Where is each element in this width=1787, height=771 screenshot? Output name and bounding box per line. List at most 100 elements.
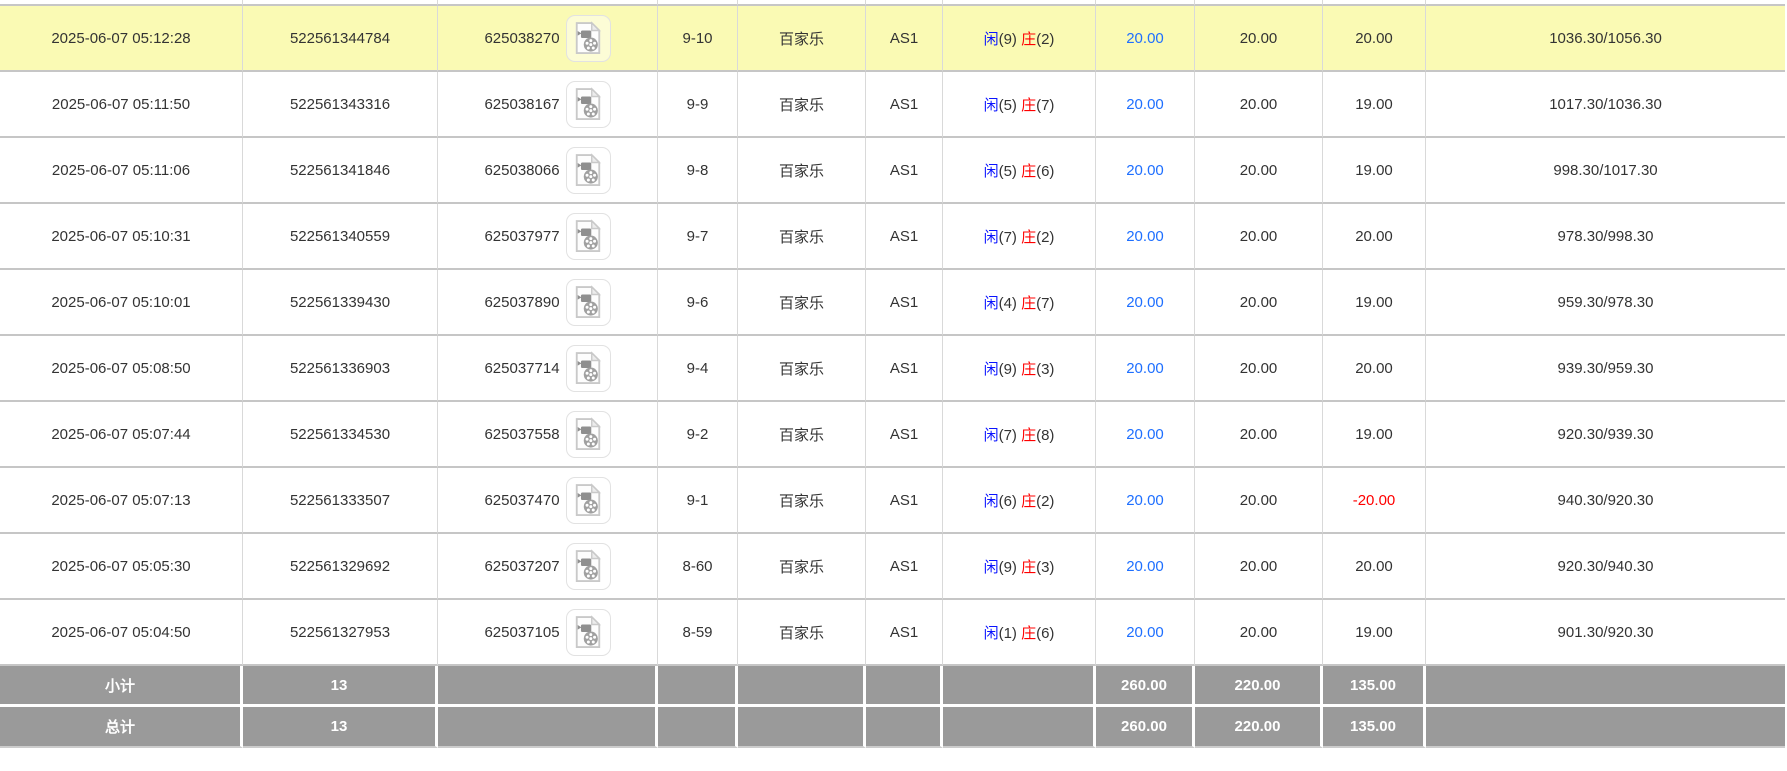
- game-number-label: 625037558: [484, 425, 560, 443]
- balance-cell: 978.30/998.30: [1426, 204, 1785, 270]
- bet-amount-link[interactable]: 20.00: [1126, 491, 1164, 509]
- bet-amount-link[interactable]: 20.00: [1126, 95, 1164, 113]
- player-result-score: (5): [998, 96, 1022, 114]
- partial-row-top: [0, 0, 1785, 6]
- bet-amount-cell: 20.00: [1096, 72, 1195, 138]
- bet-id-cell: 522561339430: [243, 270, 438, 336]
- banker-result-score: (2): [1036, 492, 1055, 510]
- result-cell: 闲(7) 庄(8): [943, 402, 1096, 468]
- partial-cell: [1426, 0, 1785, 6]
- table-name-cell: AS1: [866, 204, 943, 270]
- bet-amount-link[interactable]: 20.00: [1126, 293, 1164, 311]
- game-number-cell: 625037207: [438, 534, 658, 600]
- round-cell: 8-59: [658, 600, 738, 666]
- game-number-cell: 625037977: [438, 204, 658, 270]
- bet-amount-link[interactable]: 20.00: [1126, 425, 1164, 443]
- video-button[interactable]: [565, 608, 611, 656]
- game-number-label: 625038167: [484, 95, 560, 113]
- game-type-cell: 百家乐: [738, 72, 866, 138]
- video-button[interactable]: [565, 146, 611, 194]
- video-button[interactable]: [565, 80, 611, 128]
- game-number-label: 625037714: [484, 359, 560, 377]
- player-result-score: (1): [998, 624, 1022, 642]
- valid-amount-cell: 20.00: [1195, 72, 1323, 138]
- result-cell: 闲(9) 庄(3): [943, 534, 1096, 600]
- game-type-cell: 百家乐: [738, 336, 866, 402]
- player-result-score: (9): [998, 558, 1022, 576]
- game-number-label: 625037977: [484, 227, 560, 245]
- total-row: 总计 13 260.00 220.00 135.00: [0, 707, 1785, 748]
- bet-record-row: 2025-06-07 05:11:50 522561343316 625038167…: [0, 72, 1785, 138]
- banker-result-score: (6): [1036, 162, 1055, 180]
- bet-time-cell: 2025-06-07 05:04:50: [0, 600, 243, 666]
- video-button[interactable]: [565, 14, 611, 62]
- valid-amount-cell: 20.00: [1195, 534, 1323, 600]
- player-result-label: 闲: [983, 624, 999, 642]
- game-type-cell: 百家乐: [738, 138, 866, 204]
- bet-amount-link[interactable]: 20.00: [1126, 557, 1164, 575]
- result-cell: 闲(6) 庄(2): [943, 468, 1096, 534]
- subtotal-row-valid-amount-cell: 220.00: [1195, 666, 1323, 707]
- bet-time-cell: 2025-06-07 05:10:31: [0, 204, 243, 270]
- table-name-cell: AS1: [866, 402, 943, 468]
- video-button[interactable]: [565, 344, 611, 392]
- banker-result-label: 庄: [1021, 228, 1037, 246]
- bet-amount-link[interactable]: 20.00: [1126, 359, 1164, 377]
- valid-amount-cell: 20.00: [1195, 138, 1323, 204]
- video-button[interactable]: [565, 542, 611, 590]
- empty-cell: [1426, 666, 1785, 707]
- win-loss-cell: 20.00: [1323, 6, 1426, 72]
- empty-cell: [943, 707, 1096, 748]
- valid-amount-cell: 20.00: [1195, 204, 1323, 270]
- partial-cell: [866, 0, 943, 6]
- bet-id-cell: 522561336903: [243, 336, 438, 402]
- bet-time-cell: 2025-06-07 05:07:44: [0, 402, 243, 468]
- game-number-cell: 625038270: [438, 6, 658, 72]
- video-file-icon: [575, 483, 601, 516]
- empty-cell: [866, 666, 943, 707]
- game-number-group: 625037470: [438, 476, 657, 524]
- game-number-group: 625037977: [438, 212, 657, 260]
- empty-cell: [658, 666, 738, 707]
- bet-amount-link[interactable]: 20.00: [1126, 623, 1164, 641]
- banker-result-label: 庄: [1021, 294, 1037, 312]
- partial-cell: [1323, 0, 1426, 6]
- subtotal-row-label-cell: 小计: [0, 666, 243, 707]
- win-loss-cell: -20.00: [1323, 468, 1426, 534]
- subtotal-row-win-loss-cell: 135.00: [1323, 666, 1426, 707]
- video-file-icon: [575, 549, 601, 582]
- empty-cell: [438, 707, 658, 748]
- bet-amount-link[interactable]: 20.00: [1126, 227, 1164, 245]
- bet-amount-cell: 20.00: [1096, 468, 1195, 534]
- game-number-group: 625038066: [438, 146, 657, 194]
- banker-result-score: (2): [1036, 30, 1055, 48]
- video-file-icon: [575, 87, 601, 120]
- banker-result-label: 庄: [1021, 426, 1037, 444]
- game-type-cell: 百家乐: [738, 402, 866, 468]
- round-cell: 9-10: [658, 6, 738, 72]
- bet-record-row: 2025-06-07 05:07:44 522561334530 625037558…: [0, 402, 1785, 468]
- total-row-label-cell: 总计: [0, 707, 243, 748]
- banker-result-score: (8): [1036, 426, 1055, 444]
- round-cell: 9-9: [658, 72, 738, 138]
- bet-amount-link[interactable]: 20.00: [1126, 161, 1164, 179]
- table-name-cell: AS1: [866, 72, 943, 138]
- video-button[interactable]: [565, 410, 611, 458]
- round-cell: 9-8: [658, 138, 738, 204]
- video-file-icon: [575, 351, 601, 384]
- video-button[interactable]: [565, 476, 611, 524]
- bet-amount-link[interactable]: 20.00: [1126, 29, 1164, 47]
- player-result-label: 闲: [983, 360, 999, 378]
- game-type-cell: 百家乐: [738, 204, 866, 270]
- banker-result-score: (3): [1036, 558, 1055, 576]
- bet-id-cell: 522561327953: [243, 600, 438, 666]
- banker-result-score: (7): [1036, 294, 1055, 312]
- bet-time-cell: 2025-06-07 05:11:50: [0, 72, 243, 138]
- video-button[interactable]: [565, 278, 611, 326]
- video-button[interactable]: [565, 212, 611, 260]
- bet-time-cell: 2025-06-07 05:08:50: [0, 336, 243, 402]
- bet-records-table: 2025-06-07 05:12:28 522561344784 625038270…: [0, 0, 1785, 748]
- bet-record-row: 2025-06-07 05:05:30 522561329692 625037207…: [0, 534, 1785, 600]
- player-result-score: (6): [998, 492, 1022, 510]
- win-loss-cell: 19.00: [1323, 270, 1426, 336]
